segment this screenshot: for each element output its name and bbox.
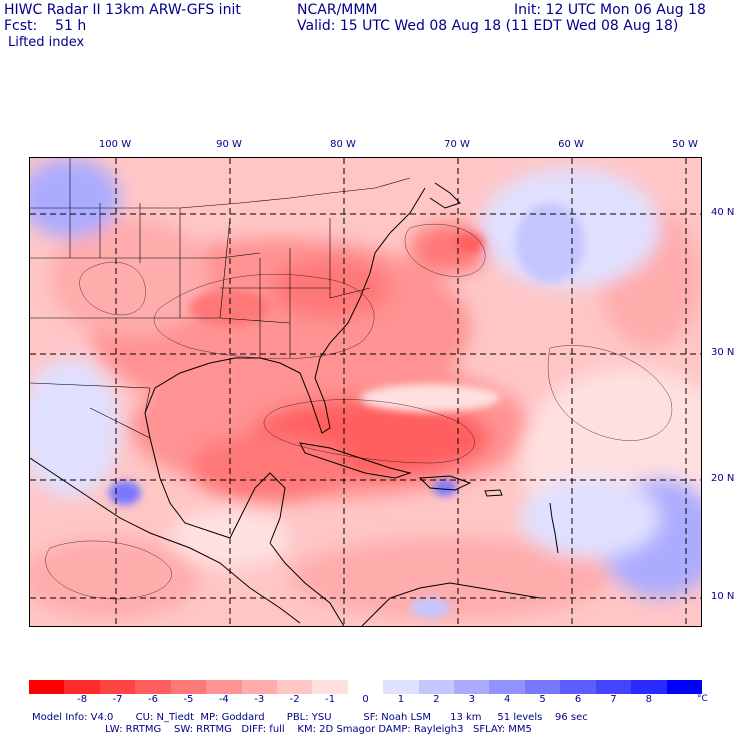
lat-label-10n: 10 N (711, 591, 735, 602)
colorbar-swatch (206, 680, 242, 694)
colorbar-tick-label: 5 (539, 694, 546, 705)
colorbar-swatch (666, 680, 703, 694)
colorbar-tick-label: 1 (397, 694, 405, 705)
colorbar-tick-label: -7 (112, 694, 123, 705)
colorbar-tick-label: 2 (433, 694, 440, 705)
colorbar-tick-label: -5 (183, 694, 194, 705)
map-canvas (30, 158, 701, 626)
colorbar-swatch (312, 680, 348, 694)
init-time: Init: 12 UTC Mon 06 Aug 18 (514, 2, 706, 18)
colorbar-tick-label: 4 (503, 694, 511, 705)
colorbar-tick-label: 7 (610, 694, 617, 705)
colorbar-tick-label: -2 (289, 694, 300, 705)
lon-label-60w: 60 W (558, 139, 584, 150)
institution-label: NCAR/MMM (297, 2, 378, 18)
political-borders (30, 158, 411, 439)
lat-label-30n: 30 N (711, 347, 735, 358)
lat-label-20n: 20 N (711, 473, 735, 484)
colorbar-swatch (383, 680, 419, 694)
colorbar-swatch (99, 680, 136, 694)
colorbar-swatch (276, 680, 313, 694)
colorbar-tick-label: 6 (574, 694, 582, 705)
colorbar-swatch (524, 680, 561, 694)
colorbar-tick-label: 8 (645, 694, 653, 705)
lifted-index-map (29, 157, 702, 627)
lat-label-40n: 40 N (711, 207, 735, 218)
colorbar-swatch (631, 680, 667, 694)
colorbar-swatch (595, 680, 632, 694)
colorbar-tick-label: -4 (218, 694, 229, 705)
valid-time: Valid: 15 UTC Wed 08 Aug 18 (11 EDT Wed … (297, 18, 679, 34)
lon-label-80w: 80 W (330, 139, 356, 150)
colorbar-tick-label: 3 (468, 694, 475, 705)
model-info-line1: Model Info: V4.0 CU: N_Tiedt MP: Goddard… (32, 712, 588, 723)
colorbar-tick-label: -1 (325, 694, 336, 705)
colorbar-swatch (29, 680, 65, 694)
forecast-hour: Fcst: 51 h (4, 18, 87, 34)
li-contours (45, 224, 673, 600)
colorbar-swatch (347, 680, 384, 694)
colorbar-swatch (135, 680, 171, 694)
lon-label-50w: 50 W (672, 139, 698, 150)
colorbar-swatch (489, 680, 525, 694)
colorbar-swatch (418, 680, 455, 694)
colorbar-swatch (170, 680, 207, 694)
colorbar-tick-label: 0 (362, 694, 369, 705)
lon-label-90w: 90 W (216, 139, 242, 150)
colorbar (29, 680, 703, 694)
colorbar-tick-label: -8 (77, 694, 88, 705)
colorbar-swatch (560, 680, 596, 694)
model-info-line2: LW: RRTMG SW: RRTMG DIFF: full KM: 2D Sm… (32, 724, 532, 735)
colorbar-tick-label: -6 (147, 694, 158, 705)
lon-label-100w: 100 W (98, 139, 132, 150)
latlon-grid (30, 158, 701, 626)
colorbar-unit: °C (697, 694, 708, 704)
colorbar-swatch (64, 680, 100, 694)
colorbar-tick-label: -3 (254, 694, 265, 705)
colorbar-swatch (241, 680, 277, 694)
field-name: Lifted index (8, 35, 85, 50)
model-title: HIWC Radar II 13km ARW-GFS init (4, 2, 241, 18)
colorbar-swatch (454, 680, 490, 694)
lon-label-70w: 70 W (444, 139, 470, 150)
